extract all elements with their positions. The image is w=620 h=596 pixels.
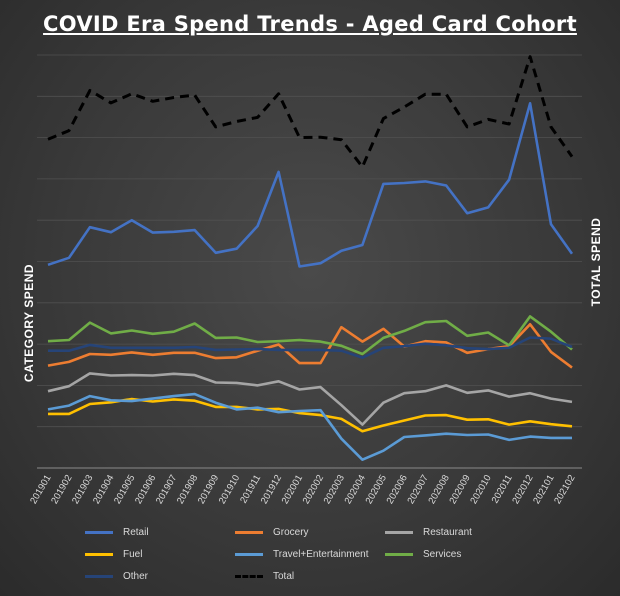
- legend-label: Fuel: [123, 548, 143, 560]
- x-tick-label: 202102: [552, 473, 577, 506]
- x-axis-tick-labels: 2019012019022019032019042019052019062019…: [28, 473, 577, 506]
- legend-item-grocery: Grocery: [235, 524, 309, 540]
- legend-swatch: [85, 574, 113, 578]
- series-line-travel-entertainment: [47, 392, 572, 462]
- legend-swatch: [85, 552, 113, 556]
- legend-swatch: [385, 530, 413, 534]
- series-line-services: [47, 315, 573, 356]
- legend-item-travel-entertainment: Travel+Entertainment: [235, 546, 369, 562]
- legend-swatch: [85, 530, 113, 534]
- legend-item-retail: Retail: [85, 524, 149, 540]
- legend-label: Grocery: [273, 526, 309, 538]
- series-line-total: [47, 55, 574, 169]
- series-lines: [47, 55, 574, 462]
- series-line-retail: [47, 102, 574, 268]
- legend-item-other: Other: [85, 568, 148, 584]
- legend-item-total: Total: [235, 568, 294, 584]
- legend-swatch: [235, 574, 263, 578]
- legend-item-fuel: Fuel: [85, 546, 142, 562]
- legend-swatch: [385, 552, 413, 556]
- legend-label: Restaurant: [423, 526, 472, 538]
- chart-title: COVID Era Spend Trends - Aged Card Cohor…: [43, 12, 577, 36]
- series-line-restaurant: [47, 372, 573, 426]
- legend-label: Total: [273, 570, 295, 582]
- legend-swatch: [235, 552, 263, 556]
- series-line-other: [48, 336, 573, 360]
- legend-item-restaurant: Restaurant: [385, 524, 472, 540]
- legend-swatch: [235, 530, 263, 534]
- legend-item-services: Services: [385, 546, 461, 562]
- legend-label: Other: [123, 570, 149, 582]
- gridlines: [37, 54, 582, 469]
- legend-label: Retail: [123, 526, 149, 538]
- legend-label: Services: [423, 548, 462, 560]
- legend-label: Travel+Entertainment: [273, 548, 369, 560]
